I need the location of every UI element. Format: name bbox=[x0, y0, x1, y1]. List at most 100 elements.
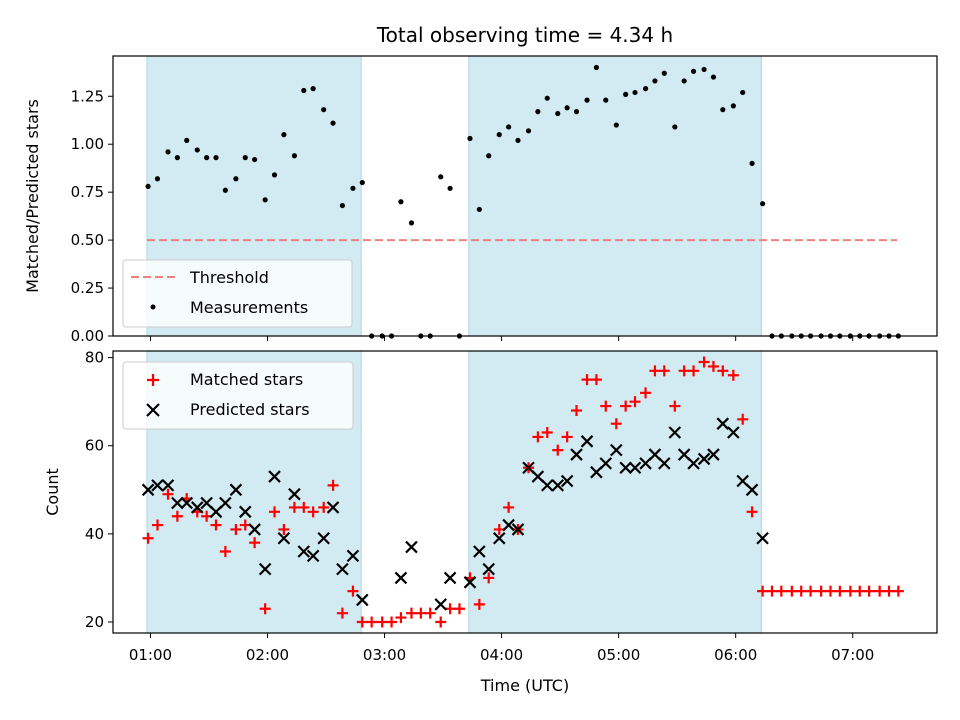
measurement-point bbox=[506, 124, 512, 130]
predicted-point bbox=[405, 540, 418, 554]
matched-point bbox=[259, 603, 271, 615]
predicted-point bbox=[219, 496, 232, 510]
measurement-point bbox=[213, 155, 219, 161]
measurement-point bbox=[262, 197, 268, 203]
measurement-point bbox=[652, 78, 658, 84]
measurement-point bbox=[301, 87, 307, 94]
predicted-point bbox=[580, 435, 594, 448]
measurement-point bbox=[672, 124, 678, 130]
predicted-point bbox=[434, 598, 448, 611]
predicted-point bbox=[610, 443, 623, 457]
x-tick-label: 05:00 bbox=[597, 646, 640, 664]
measurement-point bbox=[154, 176, 161, 182]
shaded-interval bbox=[468, 350, 762, 634]
predicted-point bbox=[511, 523, 525, 536]
measurement-point bbox=[252, 156, 258, 163]
matched-point bbox=[386, 616, 398, 628]
matched-point bbox=[669, 400, 681, 412]
matched-point bbox=[629, 396, 641, 408]
measurement-point bbox=[350, 185, 356, 191]
matched-point bbox=[142, 532, 154, 544]
y-tick-label: 0.00 bbox=[71, 327, 104, 345]
matched-point bbox=[620, 400, 632, 412]
measurement-point bbox=[603, 97, 609, 103]
measurement-point bbox=[690, 68, 697, 74]
matched-point bbox=[249, 537, 261, 549]
x-axis-label: Time (UTC) bbox=[480, 676, 569, 695]
predicted-point bbox=[658, 457, 671, 470]
matched-point bbox=[453, 603, 465, 615]
measurement-point bbox=[222, 187, 228, 193]
measurement-point bbox=[642, 86, 649, 92]
matched-point bbox=[844, 585, 856, 597]
count-panel-frame bbox=[112, 350, 938, 634]
measurement-point bbox=[184, 137, 190, 143]
ratio-legend-box bbox=[122, 259, 353, 328]
matched-point bbox=[698, 356, 710, 368]
predicted-point bbox=[171, 496, 184, 510]
matched-point bbox=[775, 585, 787, 597]
measurement-point bbox=[593, 64, 599, 71]
measurement-point bbox=[398, 199, 404, 205]
matched-point bbox=[688, 365, 700, 377]
measurement-point bbox=[281, 132, 287, 138]
measurement-point bbox=[496, 132, 502, 138]
measurement-point bbox=[573, 109, 580, 115]
predicted-point bbox=[356, 593, 369, 607]
matched-point bbox=[883, 585, 895, 597]
y-tick-label: 20 bbox=[85, 613, 104, 631]
threshold-legend-label: Threshold bbox=[189, 268, 269, 287]
y-tick-label: 0.25 bbox=[71, 279, 104, 297]
measurement-point bbox=[165, 149, 171, 155]
predicted-legend-swatch bbox=[146, 403, 160, 417]
predicted-point bbox=[190, 501, 204, 514]
x-tick-label: 04:00 bbox=[480, 646, 523, 664]
count-legend: Matched stars Predicted stars bbox=[122, 361, 354, 430]
matched-point bbox=[395, 612, 407, 624]
measurement-point bbox=[720, 107, 726, 113]
predicted-point bbox=[258, 562, 272, 576]
predicted-point bbox=[727, 426, 740, 439]
y-tick-label: 80 bbox=[85, 349, 104, 367]
measurement-point bbox=[584, 97, 590, 103]
measurement-point bbox=[701, 66, 707, 73]
matched-point bbox=[581, 374, 593, 386]
matched-point bbox=[473, 598, 485, 610]
matched-point bbox=[483, 572, 495, 584]
matched-point bbox=[640, 387, 652, 399]
predicted-point bbox=[336, 562, 349, 576]
count-panel: 20 40 60 80 01:00 02:00 03:00 04:00 05:00 06:00 0… bbox=[43, 349, 938, 695]
predicted-point bbox=[756, 531, 769, 545]
matched-point bbox=[210, 519, 222, 531]
measurement-point bbox=[661, 70, 667, 76]
matched-point bbox=[805, 585, 817, 597]
matched-point bbox=[727, 369, 739, 381]
x-tick-label: 02:00 bbox=[246, 646, 289, 664]
predicted-point bbox=[443, 571, 457, 585]
measurement-point bbox=[359, 179, 365, 186]
measurement-point bbox=[321, 107, 327, 113]
measurement-point bbox=[145, 183, 151, 190]
measurement-point bbox=[204, 155, 210, 161]
matched-point bbox=[757, 585, 769, 597]
measurement-point bbox=[632, 89, 638, 96]
predicted-point bbox=[326, 501, 340, 514]
predicted-point bbox=[551, 479, 565, 492]
ratio-panel-frame bbox=[112, 55, 938, 337]
matched-point bbox=[795, 585, 807, 597]
predicted-point bbox=[161, 479, 175, 492]
matched-point bbox=[415, 607, 427, 619]
measurements-legend-label: Measurements bbox=[190, 298, 308, 317]
y-tick-label: 0.50 bbox=[71, 231, 104, 249]
measurement-point bbox=[760, 201, 766, 207]
predicted-point bbox=[570, 448, 583, 461]
matched-point bbox=[824, 585, 836, 597]
matched-point bbox=[610, 418, 622, 430]
matched-point bbox=[503, 501, 515, 513]
matched-point bbox=[278, 523, 290, 535]
measurement-point bbox=[613, 122, 619, 128]
matched-point bbox=[854, 585, 866, 597]
matched-point bbox=[376, 616, 388, 628]
predicted-point bbox=[297, 545, 311, 558]
matched-point bbox=[766, 585, 778, 597]
